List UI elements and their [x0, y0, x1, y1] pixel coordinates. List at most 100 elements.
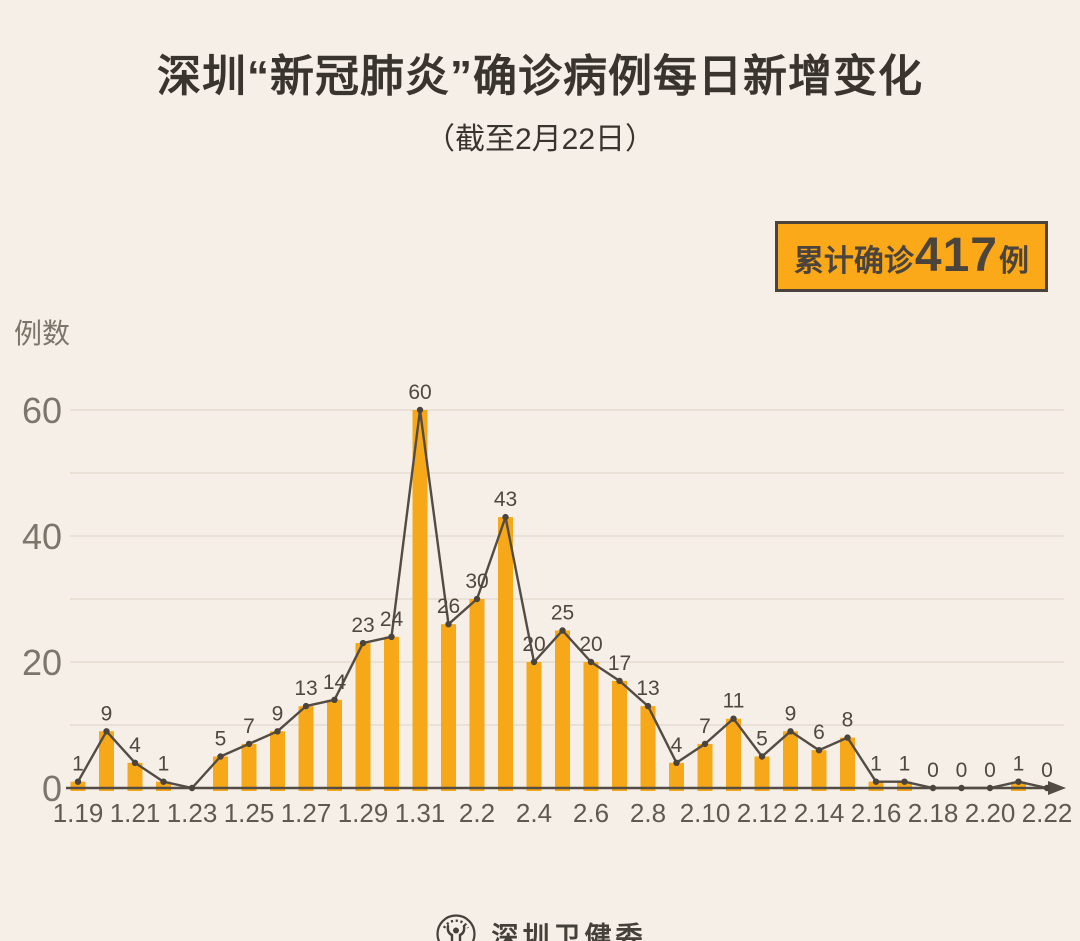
point-marker — [416, 406, 424, 414]
point-value-label: 60 — [408, 381, 431, 404]
point-value-label: 1 — [1013, 753, 1025, 776]
point-marker — [815, 747, 823, 754]
bar — [555, 630, 570, 791]
point-marker — [701, 740, 709, 748]
point-value-label: 7 — [699, 715, 711, 738]
y-tick-label: 40 — [22, 516, 62, 557]
bar — [840, 737, 855, 791]
x-tick-label: 2.12 — [737, 798, 788, 828]
bar — [669, 762, 684, 791]
bar — [412, 410, 428, 791]
bar — [726, 718, 741, 791]
point-marker — [388, 633, 395, 640]
point-value-label: 0 — [927, 759, 939, 782]
point-value-label: 30 — [465, 570, 488, 593]
point-marker — [929, 784, 937, 792]
point-value-label: 13 — [636, 677, 659, 700]
point-value-label: 9 — [272, 702, 284, 725]
point-value-label: 20 — [579, 633, 602, 656]
y-axis-title: 例数 — [14, 318, 71, 349]
bar — [697, 743, 713, 791]
y-tick-label: 20 — [22, 642, 62, 683]
point-value-label: 0 — [956, 759, 968, 782]
point-value-label: 20 — [522, 633, 545, 656]
x-tick-label: 2.20 — [965, 798, 1016, 828]
point-marker — [901, 778, 908, 785]
bar — [441, 624, 456, 791]
point-marker — [730, 715, 737, 722]
bar — [270, 731, 285, 791]
point-marker — [74, 778, 82, 785]
point-marker — [1015, 778, 1022, 785]
point-value-label: 1 — [899, 753, 911, 776]
point-value-label: 7 — [243, 715, 255, 738]
point-marker — [160, 778, 167, 785]
point-value-label: 13 — [294, 677, 317, 700]
point-marker — [1043, 784, 1051, 792]
point-value-label: 5 — [215, 728, 227, 751]
point-marker — [872, 778, 880, 785]
point-marker — [986, 784, 994, 792]
y-tick-label: 60 — [22, 390, 62, 431]
point-value-label: 8 — [842, 709, 854, 732]
badge-prefix-label: 累计确诊 — [793, 245, 914, 278]
bar — [298, 706, 314, 791]
x-tick-label: 1.21 — [110, 798, 161, 828]
point-marker — [844, 734, 851, 741]
x-tick-label: 2.4 — [516, 798, 552, 828]
x-tick-label: 2.18 — [908, 798, 959, 828]
point-value-label: 0 — [1041, 759, 1053, 782]
footer-org-name: 深圳卫健委 — [491, 921, 647, 941]
point-value-label: 5 — [756, 728, 768, 751]
point-value-label: 43 — [494, 488, 517, 511]
x-tick-label: 2.8 — [630, 798, 666, 828]
bar — [754, 756, 770, 791]
point-marker — [359, 639, 367, 647]
x-tick-label: 2.22 — [1022, 798, 1073, 828]
point-marker — [302, 702, 310, 710]
point-marker — [958, 784, 965, 792]
point-marker — [245, 740, 253, 748]
point-value-label: 26 — [437, 595, 460, 618]
bar — [469, 599, 485, 791]
x-tick-label: 2.10 — [680, 798, 731, 828]
badge-total-value: 417 — [914, 229, 998, 282]
page-subtitle: （截至2月22日） — [424, 123, 656, 156]
x-tick-label: 2.14 — [794, 798, 845, 828]
bar — [327, 699, 342, 791]
point-marker — [559, 627, 566, 634]
bar — [1011, 781, 1026, 791]
x-tick-label: 2.16 — [851, 798, 902, 828]
point-marker — [616, 677, 623, 685]
bar — [99, 731, 114, 791]
point-value-label: 4 — [129, 734, 141, 757]
bar — [526, 662, 542, 791]
x-tick-label: 1.23 — [167, 798, 218, 828]
point-marker — [103, 728, 110, 735]
point-marker — [758, 753, 766, 760]
bar — [498, 517, 513, 791]
bar — [811, 750, 827, 791]
cumulative-total-badge: 累计确诊 417 例 — [774, 221, 1048, 292]
point-marker — [587, 658, 595, 666]
point-value-label: 4 — [671, 734, 683, 757]
bar — [241, 743, 257, 791]
x-tick-label: 1.29 — [338, 798, 389, 828]
point-value-label: 17 — [608, 652, 631, 675]
point-marker — [274, 728, 281, 735]
point-value-label: 9 — [785, 702, 797, 725]
point-marker — [644, 702, 652, 710]
bar — [156, 781, 171, 791]
point-value-label: 1 — [158, 753, 170, 776]
point-value-label: 25 — [551, 602, 574, 625]
point-value-label: 9 — [101, 702, 113, 725]
x-tick-label: 1.31 — [395, 798, 446, 828]
bar — [897, 781, 912, 791]
bar — [612, 680, 627, 791]
point-marker — [473, 595, 481, 603]
point-value-label: 0 — [984, 759, 996, 782]
point-marker — [673, 759, 680, 766]
point-marker — [530, 658, 538, 666]
point-marker — [188, 784, 196, 792]
